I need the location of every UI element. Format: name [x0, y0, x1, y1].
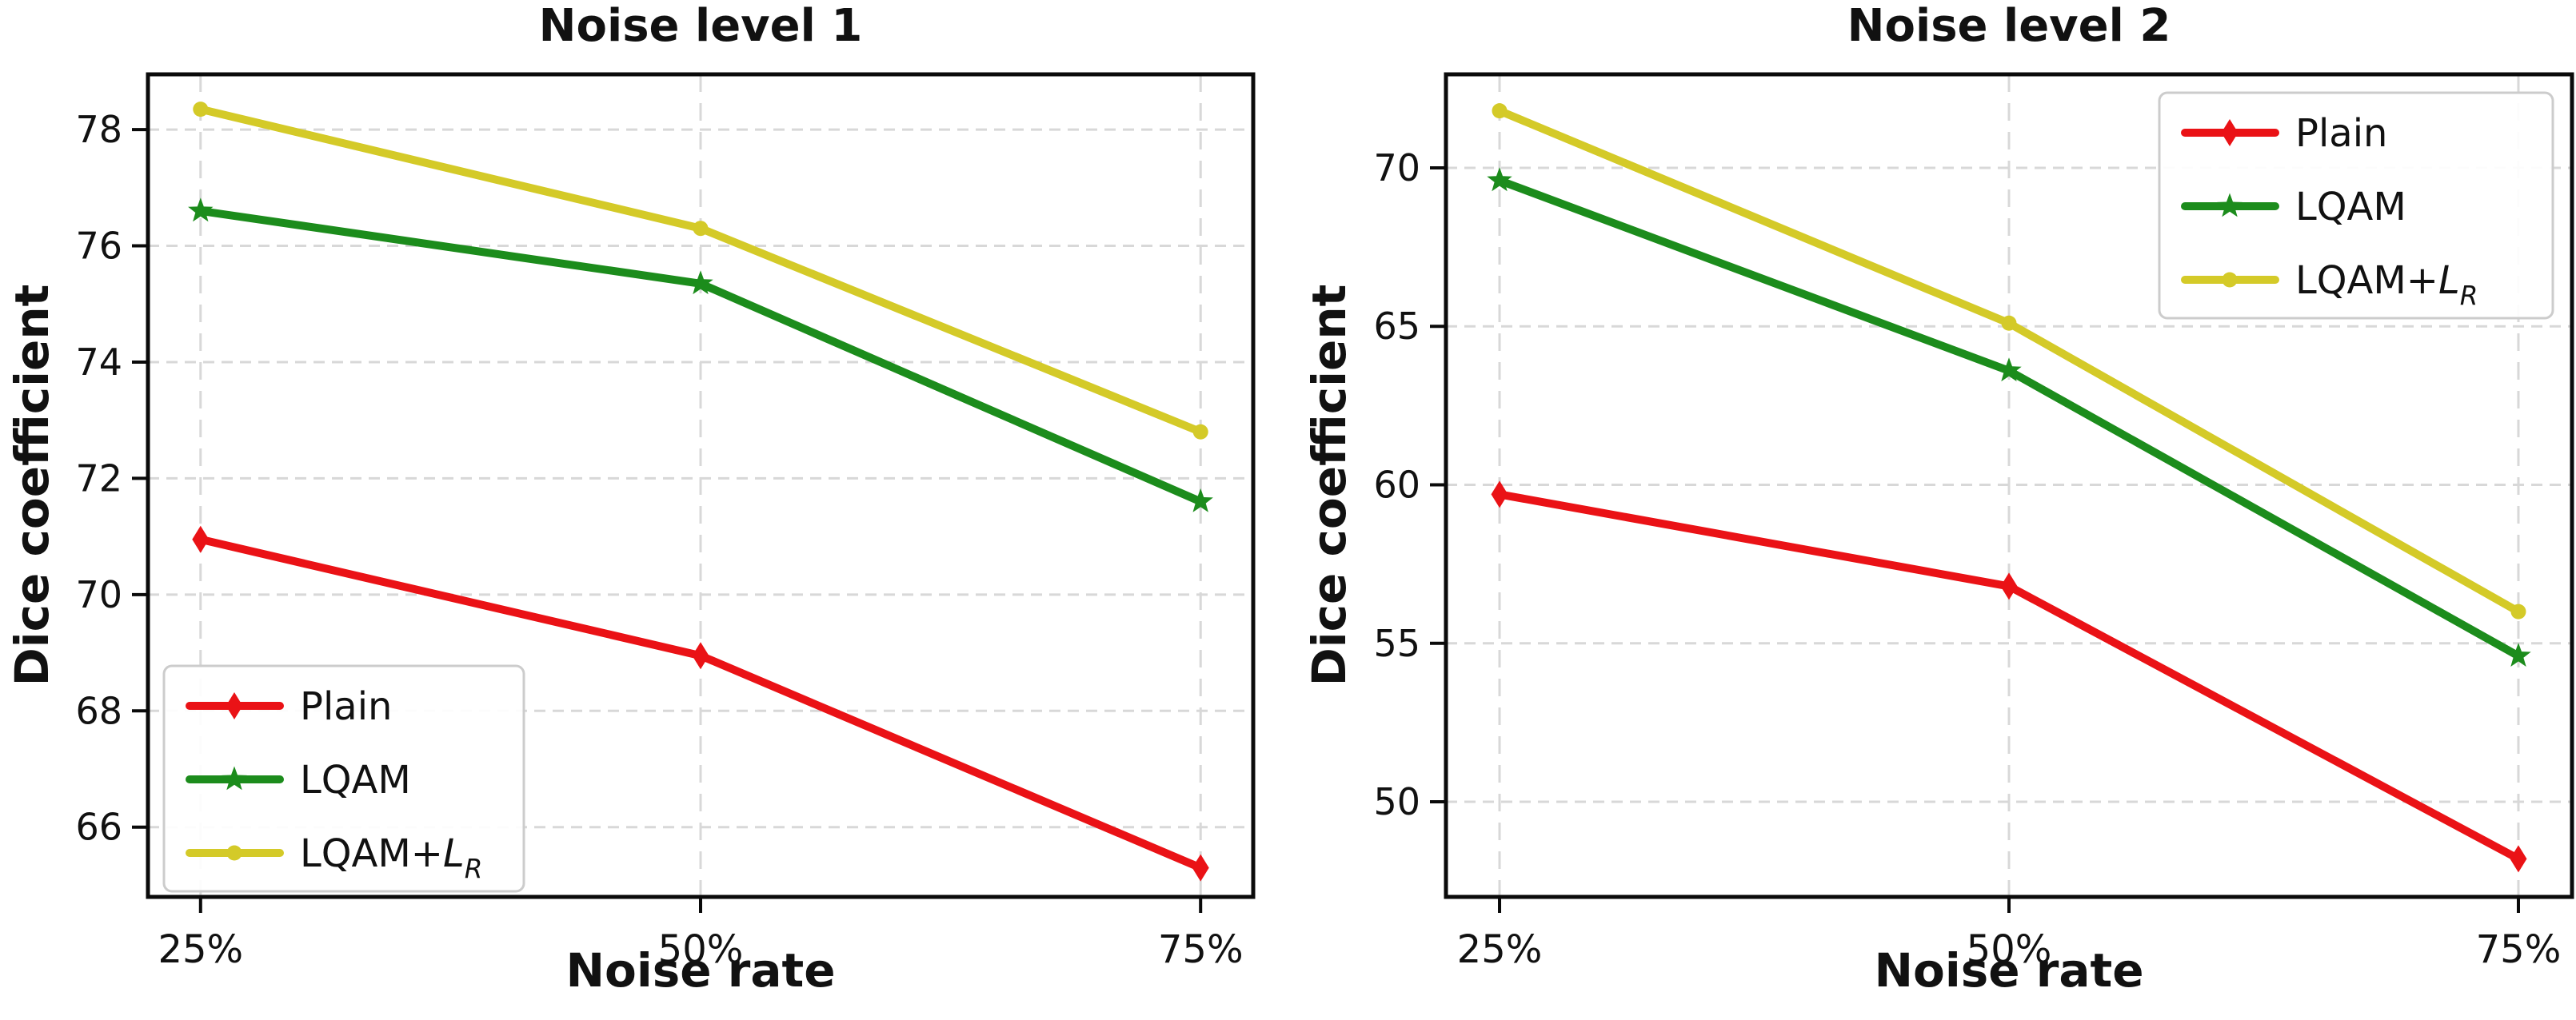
- x-axis-label-left: Noise rate: [565, 943, 836, 998]
- legend-marker-lqam: [222, 766, 247, 791]
- y-tick-label-76: 76: [75, 225, 122, 268]
- marker-plain-75%: [1192, 854, 1209, 882]
- marker-lqam-50%: [688, 270, 713, 295]
- legend-marker-lqam: [2217, 193, 2243, 217]
- y-tick-label-60: 60: [1373, 464, 1420, 507]
- legend-marker-plain: [2221, 119, 2239, 146]
- legend-item-lqam: LQAM: [186, 758, 411, 803]
- marker-plain-50%: [692, 642, 709, 670]
- legend-label-lqam-lr: LQAM+LR: [300, 831, 482, 884]
- x-tick-label-75%: 75%: [2476, 927, 2562, 972]
- y-tick-label-70: 70: [1373, 146, 1420, 189]
- marker-plain-75%: [2510, 845, 2527, 873]
- marker-lqam-50%: [1996, 357, 2022, 382]
- x-tick-label-25%: 25%: [158, 927, 243, 972]
- marker-lqam-lr-50%: [693, 221, 709, 237]
- legend-label-lqam: LQAM: [2295, 185, 2406, 229]
- chart-title-noise-level-1: Noise level 1: [538, 0, 863, 52]
- y-tick-label-78: 78: [75, 108, 122, 151]
- legend-box: [2158, 91, 2554, 320]
- legend-item-lqam-lr: LQAM+LR: [186, 831, 482, 884]
- legend-box: [162, 664, 525, 893]
- marker-lqam-lr-75%: [1192, 424, 1208, 440]
- y-tick-label-66: 66: [75, 806, 122, 849]
- marker-lqam-lr-25%: [193, 102, 209, 118]
- legend-label-plain: Plain: [2295, 111, 2387, 156]
- y-tick-label-70: 70: [75, 573, 122, 616]
- chart-1: 50 55 60 65 70 25% 50% 75% Plain LQAM LQAM+LR: [1373, 72, 2574, 972]
- marker-lqam-25%: [1487, 167, 1512, 192]
- y-tick-label-74: 74: [75, 341, 122, 384]
- legend-item-lqam-lr: LQAM+LR: [2181, 258, 2478, 311]
- legend-label-lqam-lr: LQAM+LR: [2295, 258, 2478, 311]
- y-tick-label-65: 65: [1373, 305, 1420, 348]
- marker-lqam-lr-25%: [1492, 103, 1508, 119]
- marker-plain-50%: [2000, 572, 2018, 600]
- legend-item-lqam: LQAM: [2181, 185, 2406, 229]
- marker-lqam-lr-50%: [2001, 315, 2017, 331]
- chart-0: 66 68 70 72 74 76 78 25% 50% 75% Plain LQAM LQAM+LR: [75, 72, 1256, 972]
- x-tick-label-50%: 50%: [658, 927, 744, 972]
- legend-item-plain: Plain: [2181, 111, 2387, 156]
- marker-plain-25%: [1491, 480, 1508, 508]
- legend-marker-plain: [226, 692, 243, 719]
- legend-marker-lqam-lr: [226, 845, 242, 861]
- legend-label-lqam: LQAM: [300, 758, 411, 803]
- x-tick-label-25%: 25%: [1457, 927, 1543, 972]
- y-tick-label-55: 55: [1373, 622, 1420, 665]
- y-tick-label-68: 68: [75, 689, 122, 732]
- x-tick-label-75%: 75%: [1158, 927, 1244, 972]
- marker-plain-25%: [192, 525, 210, 553]
- legend-marker-lqam-lr: [2222, 272, 2238, 288]
- marker-lqam-75%: [1188, 488, 1213, 512]
- x-axis-label-right: Noise rate: [1874, 943, 2144, 998]
- legend-item-plain: Plain: [186, 684, 392, 729]
- y-tick-label-50: 50: [1373, 780, 1420, 823]
- marker-lqam-75%: [2506, 643, 2531, 667]
- legend-upper-right: Plain LQAM LQAM+LR: [2158, 91, 2554, 320]
- chart-title-noise-level-2: Noise level 2: [1847, 0, 2171, 52]
- y-tick-label-72: 72: [75, 456, 122, 500]
- x-tick-label-50%: 50%: [1967, 927, 2052, 972]
- legend-label-plain: Plain: [300, 684, 392, 729]
- marker-lqam-lr-75%: [2510, 604, 2526, 620]
- legend-lower-left: Plain LQAM LQAM+LR: [162, 664, 525, 893]
- marker-lqam-25%: [188, 197, 214, 222]
